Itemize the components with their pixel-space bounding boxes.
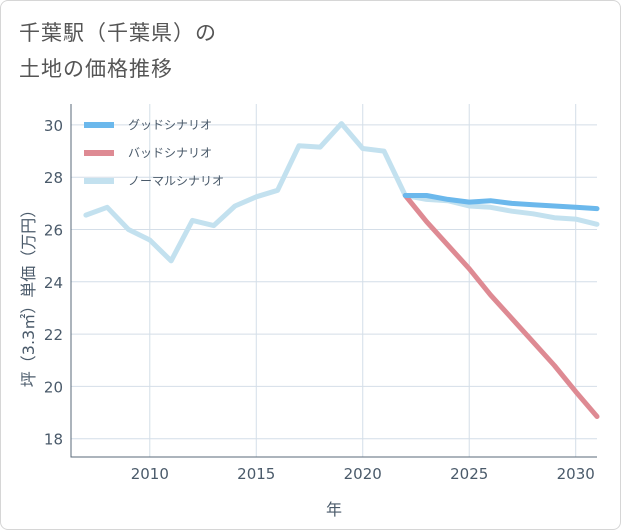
legend-label[interactable]: ノーマルシナリオ <box>128 174 224 188</box>
y-tick-label: 28 <box>44 169 63 187</box>
x-tick-label: 2025 <box>450 465 488 483</box>
x-tick-label: 2015 <box>237 465 275 483</box>
y-tick-label: 22 <box>44 326 63 344</box>
plot-area <box>83 121 600 419</box>
series-line <box>402 193 600 419</box>
legend-label[interactable]: グッドシナリオ <box>128 118 212 132</box>
x-tick-label: 2020 <box>344 465 382 483</box>
series-line <box>83 121 600 264</box>
title-line-2: 土地の価格推移 <box>19 57 173 81</box>
x-tick-label: 2010 <box>131 465 169 483</box>
series-line <box>402 193 600 212</box>
title-line-1: 千葉駅（千葉県）の <box>19 21 217 45</box>
y-tick-label: 26 <box>44 222 63 240</box>
y-tick-label: 24 <box>44 274 63 292</box>
axes: 2010 2015 2020 2025 2030 18 20 22 24 26 28 30 年 坪（3.3… <box>19 104 597 519</box>
y-tick-label: 20 <box>44 378 63 396</box>
x-tick-label: 2030 <box>557 465 595 483</box>
x-axis-title: 年 <box>326 500 342 519</box>
y-axis-title: 坪（3.3㎡）単価（万円） <box>19 202 38 387</box>
chart-title: 千葉駅（千葉県）の 土地の価格推移 <box>19 15 217 87</box>
axis-frame <box>70 104 597 458</box>
legend-label[interactable]: バッドシナリオ <box>128 146 212 160</box>
y-tick-label: 18 <box>44 431 63 449</box>
y-tick-label: 30 <box>44 117 63 135</box>
grid-lines <box>71 104 597 457</box>
